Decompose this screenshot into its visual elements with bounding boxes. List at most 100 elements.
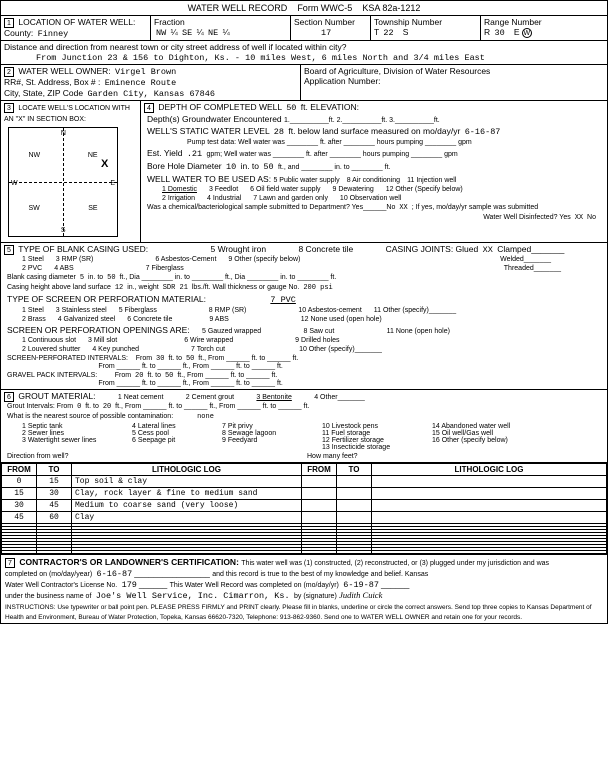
o8: 8 Saw cut [304, 328, 335, 335]
c6: 6 Asbestos-Cement [155, 256, 216, 263]
screen-type: 7 PVC [268, 295, 298, 305]
static-value: 28 [272, 127, 286, 137]
quadrant-ne: NE [88, 152, 98, 159]
use-5: 5 Public water supply [273, 177, 339, 184]
board-label: Board of Agriculture, Division of Water … [304, 66, 490, 76]
form-number: Form WWC-5 [297, 3, 352, 13]
use-1: 1 Domestic [162, 186, 197, 193]
c5: 5 Wrought iron [210, 244, 266, 254]
gw-label: Depth(s) Groundwater Encountered [147, 114, 282, 124]
frac-ne: NE [206, 28, 220, 38]
section-4-badge: 4 [144, 103, 154, 113]
joints-clamped: Clamped_______ [497, 244, 564, 254]
o4: 4 Key punched [92, 346, 139, 353]
lic-label: Water Well Contractor's License No. [5, 582, 117, 589]
gauge-value: 200 psi [301, 284, 334, 292]
g1: 1 Neat cement [118, 394, 164, 401]
perf-to: 50 [184, 355, 196, 363]
height-value: 12 [113, 284, 125, 292]
s12: 12 None used (open hole) [301, 316, 382, 323]
section-7-badge: 7 [5, 558, 15, 568]
log-row: 15 30 Clay, rock layer & fine to medium … [2, 488, 607, 500]
cs16: 16 Other (specify below) [432, 437, 562, 444]
s11: 11 Other (specify)_______ [374, 307, 456, 314]
township-t: T [374, 27, 379, 37]
use-12: 12 Other (Specify below) [386, 186, 463, 193]
log-row: 45 60 Clay [2, 512, 607, 524]
citystate-value: Garden City, Kansas 67846 [85, 89, 217, 99]
est-after: gpm; Well water was ________ ft. after _… [207, 151, 458, 158]
compass-s: S [61, 227, 66, 234]
o1: 1 Continuous slot [22, 337, 76, 344]
joints-glued: XX [481, 245, 495, 255]
fraction-label: Fraction [154, 17, 185, 27]
c1: 1 Steel [22, 256, 44, 263]
use-7: 7 Lawn and garden only [253, 195, 328, 202]
section-7: 7 CONTRACTOR'S OR LANDOWNER'S CERTIFICAT… [1, 554, 607, 623]
cs2: 2 Sewer lines [22, 430, 132, 437]
weight-after: lbs./ft. Wall thickness or gauge No. [192, 284, 300, 291]
s10: 10 Asbestos-cement [298, 307, 361, 314]
pump-test-line: Pump test data: Well water was ________ … [184, 138, 604, 147]
section-3-title: LOCATE WELL'S LOCATION WITH AN "X" IN SE… [4, 105, 130, 123]
log-row: 0 15 Top soil & clay [2, 476, 607, 488]
o10: 10 Other (specify)_______ [299, 346, 382, 353]
log-h-log-2: LITHOLOGIC LOG [372, 464, 607, 476]
bact-after: ; If yes, mo/day/yr sample was submitted [412, 204, 538, 211]
est-yield-label: Est. Yield [147, 148, 182, 158]
elevation-label: ft. ELEVATION: [301, 102, 359, 112]
est-yield-value: .21 [185, 149, 204, 159]
s9: 9 ABS [209, 316, 228, 323]
bore-to-ft: 50 [261, 162, 275, 172]
feet-label: How many feet? [307, 453, 358, 460]
lithologic-log-table: FROM TO LITHOLOGIC LOG FROM TO LITHOLOGI… [1, 463, 607, 554]
compass-n: N [61, 130, 66, 137]
use-9: 9 Dewatering [332, 186, 373, 193]
frac-nw: NW [154, 28, 168, 38]
c8: 8 Concrete tile [298, 244, 353, 254]
lic-value: 179 [120, 580, 139, 590]
sig-label: by (signature) [294, 593, 337, 600]
c7: 7 Fiberglass [146, 265, 184, 272]
direction-label: Direction from well? [7, 453, 307, 460]
section-number: 17 [319, 28, 333, 38]
rec-date: 6-19-87 [341, 580, 381, 590]
comp-label: completed on (mo/day/year) [5, 571, 92, 578]
gravel-to: 50 [163, 372, 175, 380]
casing-label: TYPE OF BLANK CASING USED: [18, 244, 148, 254]
height-in: in., weight [127, 284, 159, 291]
gravel-label: GRAVEL PACK INTERVALS: [7, 372, 97, 379]
township-label: Township Number [374, 17, 442, 27]
static-label: WELL'S STATIC WATER LEVEL [147, 126, 269, 136]
ksa-ref: KSA 82a-1212 [362, 3, 420, 13]
range-value: 30 [493, 28, 507, 38]
blank-dia-label: Blank casing diameter [7, 274, 76, 281]
section-3-badge: 3 [4, 103, 14, 113]
owner-label: WATER WELL OWNER: [18, 66, 110, 76]
blank-to: in. to [88, 274, 103, 281]
grout-from: 0 [75, 403, 83, 411]
section-5-badge: 5 [4, 245, 14, 255]
screen-label: TYPE OF SCREEN OR PERFORATION MATERIAL: [7, 294, 206, 304]
o7: 7 Torch cut [191, 346, 225, 353]
use-6: 6 Oil field water supply [250, 186, 320, 193]
location-x-mark: X [101, 158, 108, 170]
cs4: 4 Lateral lines [132, 423, 222, 430]
cs11: 11 Fuel storage [322, 430, 432, 437]
s3: 3 Stainless steel [56, 307, 107, 314]
depth-label: DEPTH OF COMPLETED WELL [158, 102, 281, 112]
static-date: 6-16-87 [463, 127, 503, 137]
perf-label: SCREEN-PERFORATED INTERVALS: [7, 355, 128, 362]
c9: 9 Other (specify below) [228, 256, 300, 263]
county-value: Finney [36, 29, 71, 39]
bore-value: 10 [224, 162, 238, 172]
static-after: ft. below land surface measured on mo/da… [288, 126, 460, 136]
form-title: WATER WELL RECORD [188, 3, 288, 13]
grout-intervals-label: Grout Intervals: From [7, 403, 73, 410]
s5: 5 Fiberglass [119, 307, 157, 314]
height-label: Casing height above land surface [7, 284, 111, 291]
disinfect-yes: XX [573, 214, 585, 222]
range-label: Range Number [484, 17, 542, 27]
distance-value: From Junction 23 & 156 to Dighton, Ks. -… [34, 53, 487, 63]
cert-text2: and this record is true to the best of m… [212, 571, 428, 578]
